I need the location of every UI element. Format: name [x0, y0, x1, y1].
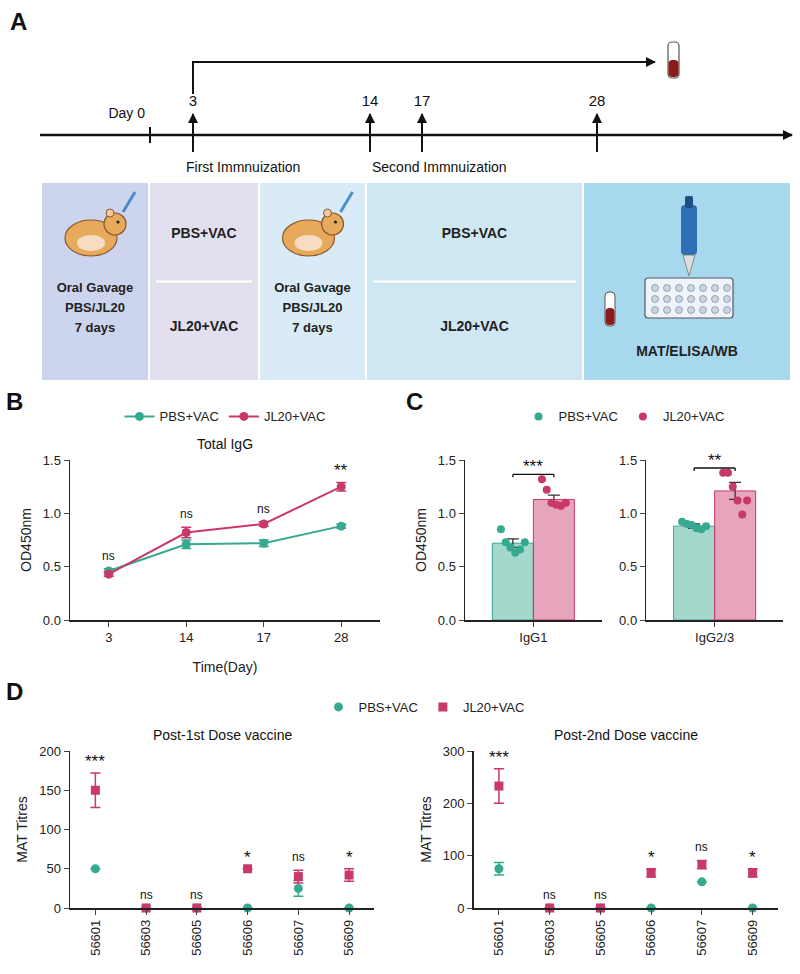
- svg-text:PBS+VAC: PBS+VAC: [171, 225, 236, 241]
- svg-text:56605: 56605: [593, 920, 608, 956]
- svg-text:56607: 56607: [291, 920, 306, 956]
- svg-text:3: 3: [105, 630, 112, 645]
- svg-text:*: *: [244, 848, 251, 867]
- svg-text:OD450nm: OD450nm: [413, 508, 429, 572]
- svg-text:Oral Gavage: Oral Gavage: [57, 280, 134, 295]
- svg-text:0.0: 0.0: [619, 613, 637, 628]
- svg-text:***: ***: [85, 752, 105, 771]
- svg-text:56606: 56606: [643, 920, 658, 956]
- svg-text:ns: ns: [140, 888, 153, 902]
- svg-text:0.5: 0.5: [619, 559, 637, 574]
- svg-text:JL20+VAC: JL20+VAC: [463, 700, 525, 715]
- svg-text:*: *: [749, 848, 756, 867]
- svg-text:*: *: [346, 848, 353, 867]
- svg-text:0: 0: [457, 901, 464, 916]
- svg-text:14: 14: [362, 92, 379, 109]
- svg-text:PBS+VAC: PBS+VAC: [559, 409, 618, 424]
- svg-text:56609: 56609: [341, 920, 356, 956]
- svg-text:7 days: 7 days: [292, 320, 332, 335]
- svg-text:OD450nm: OD450nm: [18, 508, 34, 572]
- svg-text:0.0: 0.0: [438, 613, 456, 628]
- svg-text:Total IgG: Total IgG: [197, 436, 253, 452]
- svg-text:56607: 56607: [694, 920, 709, 956]
- svg-text:PBS/JL20: PBS/JL20: [65, 300, 125, 315]
- svg-text:100: 100: [39, 822, 61, 837]
- svg-text:0.0: 0.0: [43, 613, 61, 628]
- svg-text:56606: 56606: [240, 920, 255, 956]
- svg-text:17: 17: [257, 630, 271, 645]
- svg-text:ns: ns: [543, 888, 556, 902]
- svg-text:56605: 56605: [189, 920, 204, 956]
- svg-text:PBS/JL20: PBS/JL20: [283, 300, 343, 315]
- svg-text:28: 28: [334, 630, 348, 645]
- svg-text:200: 200: [443, 796, 465, 811]
- svg-text:MAT/ELISA/WB: MAT/ELISA/WB: [636, 343, 738, 359]
- svg-text:300: 300: [443, 744, 465, 759]
- svg-text:7 days: 7 days: [75, 320, 115, 335]
- svg-text:JL20+VAC: JL20+VAC: [663, 409, 725, 424]
- html-text:C: C: [406, 388, 424, 415]
- svg-text:JL20+VAC: JL20+VAC: [440, 318, 509, 334]
- svg-text:1.5: 1.5: [438, 453, 456, 468]
- svg-text:First Immnuization: First Immnuization: [186, 159, 300, 175]
- svg-text:50: 50: [46, 861, 60, 876]
- svg-text:**: **: [334, 461, 348, 480]
- svg-text:Oral Gavage: Oral Gavage: [274, 280, 351, 295]
- svg-text:Second Immnuization: Second Immnuization: [372, 159, 507, 175]
- svg-text:56603: 56603: [138, 920, 153, 956]
- html-text:B: B: [6, 388, 24, 415]
- svg-text:ns: ns: [102, 549, 115, 563]
- svg-text:56601: 56601: [491, 920, 506, 956]
- svg-text:1.5: 1.5: [43, 453, 61, 468]
- svg-text:IgG1: IgG1: [519, 630, 547, 645]
- svg-text:56603: 56603: [542, 920, 557, 956]
- svg-text:*: *: [648, 848, 655, 867]
- svg-text:Time(Day): Time(Day): [193, 659, 258, 675]
- svg-text:PBS+VAC: PBS+VAC: [359, 700, 418, 715]
- svg-text:0.5: 0.5: [43, 559, 61, 574]
- svg-text:0: 0: [54, 901, 61, 916]
- svg-text:PBS+VAC: PBS+VAC: [160, 409, 219, 424]
- svg-text:IgG2/3: IgG2/3: [695, 630, 734, 645]
- svg-text:***: ***: [489, 748, 509, 767]
- svg-text:56601: 56601: [88, 920, 103, 956]
- svg-text:***: ***: [523, 457, 543, 476]
- svg-text:ns: ns: [292, 850, 305, 864]
- svg-text:200: 200: [39, 744, 61, 759]
- svg-text:**: **: [708, 451, 722, 470]
- svg-text:MAT Titres: MAT Titres: [418, 796, 434, 862]
- svg-text:PBS+VAC: PBS+VAC: [442, 225, 507, 241]
- svg-text:ns: ns: [190, 888, 203, 902]
- svg-text:1.0: 1.0: [43, 506, 61, 521]
- svg-text:150: 150: [39, 783, 61, 798]
- svg-text:JL20+VAC: JL20+VAC: [170, 318, 239, 334]
- svg-text:Post-2nd Dose vaccine: Post-2nd Dose vaccine: [554, 727, 698, 743]
- svg-text:28: 28: [589, 92, 606, 109]
- svg-text:ns: ns: [695, 840, 708, 854]
- svg-text:1.5: 1.5: [619, 453, 637, 468]
- svg-text:MAT Titres: MAT Titres: [14, 796, 30, 862]
- svg-text:100: 100: [443, 848, 465, 863]
- svg-text:Day 0: Day 0: [108, 105, 145, 121]
- svg-text:1.0: 1.0: [619, 506, 637, 521]
- svg-text:14: 14: [179, 630, 193, 645]
- svg-text:ns: ns: [180, 507, 193, 521]
- svg-text:3: 3: [189, 92, 197, 109]
- svg-text:1.0: 1.0: [438, 506, 456, 521]
- svg-text:ns: ns: [257, 502, 270, 516]
- svg-text:56609: 56609: [745, 920, 760, 956]
- svg-text:A: A: [10, 8, 27, 35]
- svg-text:Post-1st Dose vaccine: Post-1st Dose vaccine: [153, 727, 292, 743]
- svg-text:JL20+VAC: JL20+VAC: [264, 409, 326, 424]
- html-text:D: D: [6, 678, 24, 705]
- svg-text:ns: ns: [594, 888, 607, 902]
- svg-text:0.5: 0.5: [438, 559, 456, 574]
- svg-text:17: 17: [414, 92, 431, 109]
